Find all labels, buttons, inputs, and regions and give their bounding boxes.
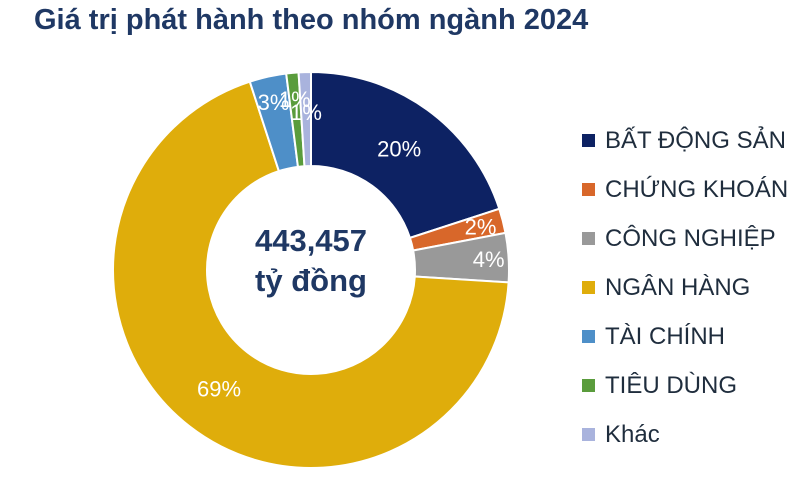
- legend-swatch: [582, 379, 595, 392]
- legend-item-7: Khác: [582, 416, 788, 453]
- slice-7: [297, 70, 312, 168]
- legend-label: CHỨNG KHOÁN: [605, 175, 789, 203]
- legend-label: BẤT ĐỘNG SẢN: [605, 126, 786, 154]
- legend-label: TIÊU DÙNG: [605, 371, 737, 399]
- legend-item-3: CÔNG NGHIỆP: [582, 220, 788, 257]
- data-label-5: 3%: [258, 90, 290, 115]
- data-label-4: 69%: [197, 377, 241, 402]
- legend-item-6: TIÊU DÙNG: [582, 367, 788, 404]
- legend-label: Khác: [605, 420, 660, 448]
- legend-swatch: [582, 330, 595, 343]
- center-total-value: 443,457: [255, 223, 367, 258]
- legend-swatch: [582, 428, 595, 441]
- legend-label: TÀI CHÍNH: [605, 322, 725, 350]
- data-label-7: 1%: [290, 100, 322, 125]
- legend-swatch: [582, 232, 595, 245]
- chart-title: Giá trị phát hành theo nhóm ngành 2024: [34, 4, 589, 36]
- data-label-2: 2%: [465, 214, 497, 239]
- legend-item-2: CHỨNG KHOÁN: [582, 171, 788, 208]
- legend-label: CÔNG NGHIỆP: [605, 224, 776, 252]
- data-label-6: 1%: [279, 87, 311, 112]
- legend: BẤT ĐỘNG SẢN CHỨNG KHOÁN CÔNG NGHIỆP NGÂN H…: [582, 122, 788, 453]
- legend-item-4: NGÂN HÀNG: [582, 269, 788, 306]
- legend-swatch: [582, 134, 595, 147]
- slice-4: [112, 80, 510, 469]
- legend-item-5: TÀI CHÍNH: [582, 318, 788, 355]
- slice-1: [310, 70, 501, 240]
- legend-label: NGÂN HÀNG: [605, 273, 751, 301]
- center-total-unit: tỷ đồng: [255, 263, 367, 298]
- legend-item-1: BẤT ĐỘNG SẢN: [582, 122, 788, 159]
- legend-swatch: [582, 183, 595, 196]
- legend-swatch: [582, 281, 595, 294]
- data-label-1: 20%: [377, 137, 421, 162]
- data-label-3: 4%: [473, 247, 505, 272]
